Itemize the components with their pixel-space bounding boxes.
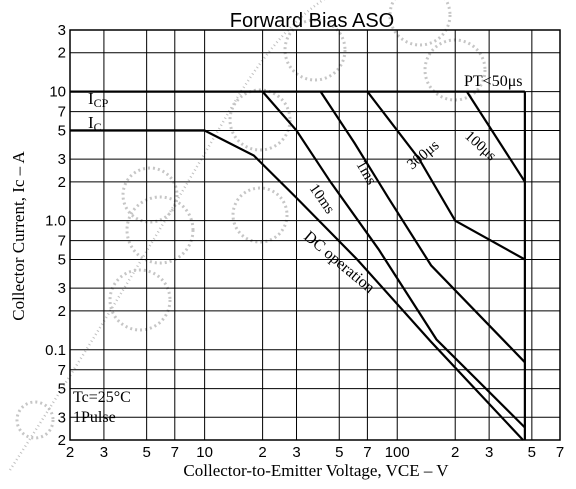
x-tick-label: 7 <box>171 444 179 461</box>
y-tick-label: 7 <box>58 104 66 121</box>
series-line-1ms <box>319 90 526 364</box>
series-line-10ms <box>261 90 526 429</box>
y-tick-label: 3 <box>58 409 66 426</box>
x-tick-label: 2 <box>451 444 459 461</box>
watermark-stroke <box>125 195 195 265</box>
y-tick-label: 3 <box>58 151 66 168</box>
y-tick-label: 0.1 <box>45 342 66 359</box>
watermark-stroke <box>231 186 289 244</box>
label-ic: IC <box>88 113 102 134</box>
y-tick-label: 1.0 <box>45 213 66 230</box>
watermark-stroke <box>121 166 179 224</box>
x-tick-label: 3 <box>485 444 493 461</box>
y-axis-label: Collector Current, Ic – A <box>9 151 28 321</box>
x-tick-label: 7 <box>556 444 564 461</box>
annotation-tc: Tc=25°C <box>73 389 131 406</box>
chart-title: Forward Bias ASO <box>230 10 395 32</box>
y-tick-label: 2 <box>58 303 66 320</box>
x-tick-label: 5 <box>528 444 536 461</box>
series-line-dc-operation <box>70 129 524 441</box>
y-tick-label: 2 <box>58 432 66 449</box>
y-tick-label: 3 <box>58 280 66 297</box>
watermark-stroke <box>228 88 292 152</box>
x-tick-label: 5 <box>142 444 150 461</box>
x-tick-label: 7 <box>363 444 371 461</box>
watermark-stroke <box>15 400 55 440</box>
plot-frame <box>69 29 561 441</box>
x-tick-label: 3 <box>100 444 108 461</box>
x-tick-label: 3 <box>292 444 300 461</box>
y-tick-label: 5 <box>58 122 66 139</box>
y-tick-label: 10 <box>49 84 66 101</box>
y-tick-label: 2 <box>58 45 66 62</box>
annotation-pulse: 1Pulse <box>73 409 116 426</box>
y-tick-label: 5 <box>58 252 66 269</box>
watermark-stroke <box>108 268 172 332</box>
y-tick-label: 7 <box>58 362 66 379</box>
watermark-stroke <box>283 18 347 82</box>
annotation-ms1: 1ms <box>353 158 379 188</box>
y-tick-label: 5 <box>58 381 66 398</box>
watermark-stroke <box>388 0 452 47</box>
x-axis-label: Collector-to-Emitter Voltage, VCE – V <box>183 461 449 480</box>
y-tick-label: 7 <box>58 233 66 250</box>
y-tick-label: 2 <box>58 174 66 191</box>
series-line-100-s <box>465 91 526 183</box>
series-group <box>70 90 526 441</box>
annotation-pt: PT<50μs <box>464 73 523 90</box>
x-tick-label: 10 <box>196 444 213 461</box>
grid <box>69 29 561 441</box>
plot-border <box>69 29 561 441</box>
x-tick-label: 5 <box>335 444 343 461</box>
y-tick-label: 3 <box>58 22 66 39</box>
x-tick-label: 100 <box>385 444 410 461</box>
x-tick-label: 2 <box>258 444 266 461</box>
series-line-300-s <box>366 90 526 261</box>
x-tick-label: 2 <box>66 444 74 461</box>
